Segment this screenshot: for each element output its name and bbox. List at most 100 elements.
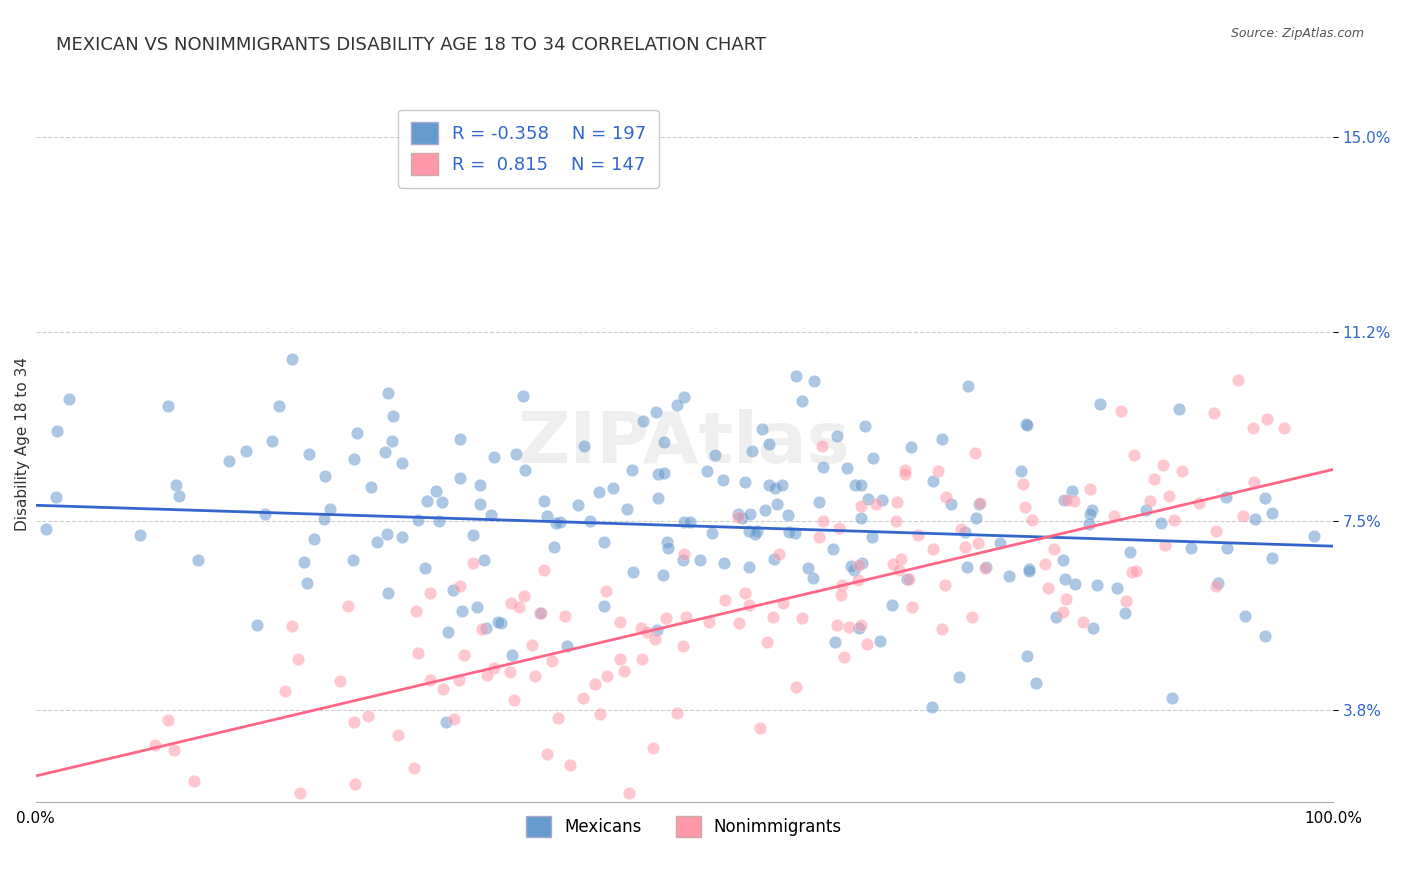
Mexicans xyxy=(647,491,669,505)
Nonimmigrants xyxy=(387,728,409,742)
Nonimmigrants xyxy=(973,561,995,575)
Nonimmigrants xyxy=(630,621,652,635)
Nonimmigrants xyxy=(596,669,619,683)
Mexicans xyxy=(1045,610,1067,624)
Mexicans xyxy=(657,541,679,555)
Mexicans xyxy=(381,434,404,449)
Mexicans xyxy=(165,477,187,491)
Mexicans xyxy=(1180,541,1202,556)
Nonimmigrants xyxy=(287,652,309,666)
Mexicans xyxy=(1253,629,1275,643)
Nonimmigrants xyxy=(1272,421,1295,435)
Mexicans xyxy=(1018,564,1040,578)
Nonimmigrants xyxy=(419,585,441,599)
Nonimmigrants xyxy=(1163,513,1185,527)
Mexicans xyxy=(501,648,523,663)
Nonimmigrants xyxy=(613,664,636,678)
Mexicans xyxy=(1119,545,1142,559)
Mexicans xyxy=(235,444,257,458)
Mexicans xyxy=(621,565,644,579)
Nonimmigrants xyxy=(1109,404,1132,418)
Nonimmigrants xyxy=(894,463,917,477)
Mexicans xyxy=(860,531,883,545)
Nonimmigrants xyxy=(588,707,610,722)
Mexicans xyxy=(58,392,80,406)
Mexicans xyxy=(360,480,382,494)
Mexicans xyxy=(377,385,399,400)
Mexicans xyxy=(533,494,555,508)
Nonimmigrants xyxy=(583,677,606,691)
Nonimmigrants xyxy=(1115,594,1137,608)
Mexicans xyxy=(374,445,396,459)
Mexicans xyxy=(953,524,976,539)
Mexicans xyxy=(253,508,276,522)
Mexicans xyxy=(474,621,496,635)
Nonimmigrants xyxy=(1205,524,1227,538)
Nonimmigrants xyxy=(1256,412,1278,426)
Nonimmigrants xyxy=(443,712,465,726)
Nonimmigrants xyxy=(523,669,546,683)
Mexicans xyxy=(849,510,872,524)
Nonimmigrants xyxy=(1035,557,1057,571)
Mexicans xyxy=(1206,576,1229,591)
Nonimmigrants xyxy=(1063,493,1085,508)
Mexicans xyxy=(479,508,502,523)
Mexicans xyxy=(468,497,491,511)
Nonimmigrants xyxy=(697,615,720,630)
Mexicans xyxy=(377,586,399,600)
Nonimmigrants xyxy=(785,680,807,694)
Mexicans xyxy=(744,526,766,541)
Nonimmigrants xyxy=(762,610,785,624)
Mexicans xyxy=(187,552,209,566)
Mexicans xyxy=(734,475,756,489)
Nonimmigrants xyxy=(830,588,852,602)
Nonimmigrants xyxy=(595,584,617,599)
Nonimmigrants xyxy=(865,497,887,511)
Mexicans xyxy=(740,507,762,521)
Mexicans xyxy=(778,524,800,539)
Nonimmigrants xyxy=(734,586,756,600)
Mexicans xyxy=(790,393,813,408)
Mexicans xyxy=(704,449,727,463)
Nonimmigrants xyxy=(738,599,761,613)
Nonimmigrants xyxy=(790,611,813,625)
Nonimmigrants xyxy=(665,706,688,721)
Nonimmigrants xyxy=(471,622,494,636)
Nonimmigrants xyxy=(931,623,953,637)
Mexicans xyxy=(1052,552,1074,566)
Nonimmigrants xyxy=(884,515,907,529)
Nonimmigrants xyxy=(1204,406,1226,420)
Mexicans xyxy=(1015,417,1038,431)
Mexicans xyxy=(797,561,820,575)
Mexicans xyxy=(555,640,578,654)
Mexicans xyxy=(965,510,987,524)
Mexicans xyxy=(673,516,696,530)
Text: MEXICAN VS NONIMMIGRANTS DISABILITY AGE 18 TO 34 CORRELATION CHART: MEXICAN VS NONIMMIGRANTS DISABILITY AGE … xyxy=(56,36,766,54)
Mexicans xyxy=(35,522,58,536)
Nonimmigrants xyxy=(889,563,911,577)
Nonimmigrants xyxy=(672,639,695,653)
Mexicans xyxy=(298,447,321,461)
Nonimmigrants xyxy=(402,761,425,775)
Nonimmigrants xyxy=(405,604,427,618)
Nonimmigrants xyxy=(463,556,485,570)
Nonimmigrants xyxy=(755,634,778,648)
Nonimmigrants xyxy=(675,610,697,624)
Mexicans xyxy=(941,497,963,511)
Nonimmigrants xyxy=(960,610,983,624)
Nonimmigrants xyxy=(825,617,848,632)
Y-axis label: Disability Age 18 to 34: Disability Age 18 to 34 xyxy=(15,357,30,531)
Mexicans xyxy=(741,443,763,458)
Nonimmigrants xyxy=(617,786,640,800)
Nonimmigrants xyxy=(329,673,352,688)
Nonimmigrants xyxy=(1152,458,1174,472)
Mexicans xyxy=(486,615,509,630)
Mexicans xyxy=(839,559,862,574)
Nonimmigrants xyxy=(1243,475,1265,489)
Mexicans xyxy=(853,418,876,433)
Mexicans xyxy=(1150,516,1173,531)
Nonimmigrants xyxy=(502,693,524,707)
Mexicans xyxy=(872,492,894,507)
Mexicans xyxy=(1088,397,1111,411)
Nonimmigrants xyxy=(966,535,988,549)
